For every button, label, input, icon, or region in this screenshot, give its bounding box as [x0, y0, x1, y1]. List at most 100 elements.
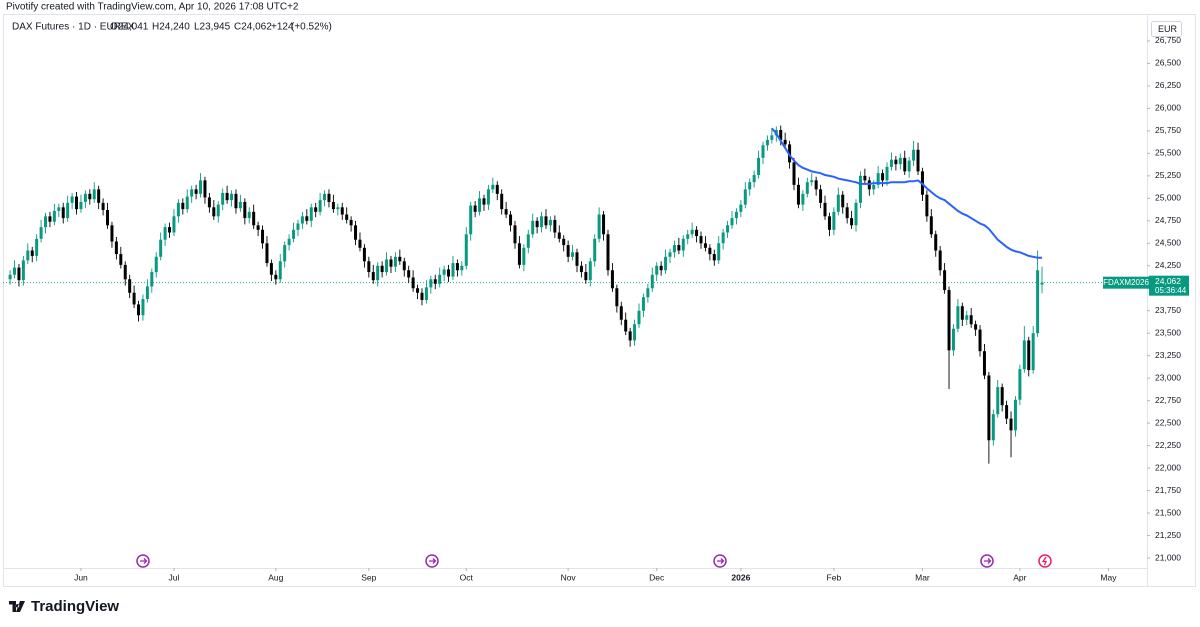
candle-body: [349, 219, 353, 226]
currency-box[interactable]: [1151, 21, 1182, 37]
candle-body: [513, 225, 517, 244]
candle-body: [424, 287, 428, 300]
candle-body: [243, 201, 247, 219]
candle-body: [181, 202, 185, 210]
candle-body: [402, 261, 406, 271]
candle-body: [836, 194, 840, 212]
candle-body: [500, 193, 504, 210]
candle-body: [553, 219, 557, 233]
ohlc-low: L23,945: [194, 22, 231, 33]
candle-body: [460, 265, 464, 271]
candle-body: [615, 288, 619, 307]
candle-body: [296, 223, 300, 230]
candle-body: [447, 269, 451, 277]
candle-body: [686, 234, 690, 239]
candle-body: [314, 207, 318, 212]
candle-body: [624, 319, 628, 332]
candle-body: [730, 218, 734, 226]
candle-body: [548, 219, 552, 226]
y-tick-label: 22,750: [1155, 395, 1181, 405]
candle-body: [881, 173, 885, 181]
candle-body: [30, 250, 34, 256]
candle-body: [504, 209, 508, 215]
candle-body: [668, 252, 672, 257]
symbol-tag-box: [1103, 276, 1149, 289]
candle-body: [934, 234, 938, 251]
candle-body: [996, 387, 1000, 415]
candle-body: [517, 243, 521, 265]
candle-body: [646, 288, 650, 298]
candle-body: [336, 207, 340, 210]
event-glyph: [1041, 556, 1047, 566]
y-tick-label: 23,500: [1155, 327, 1181, 337]
candle-body: [141, 299, 145, 316]
candle-body: [1027, 340, 1031, 371]
candle-body: [1009, 418, 1013, 431]
candle-body: [681, 238, 685, 251]
candle-body: [57, 207, 61, 211]
candle-body: [345, 214, 349, 220]
candle-body: [398, 256, 402, 262]
candle-body: [965, 315, 969, 320]
candle-body: [389, 259, 393, 267]
candle-body: [455, 263, 459, 271]
candle-body: [482, 198, 486, 205]
candle-body: [358, 239, 362, 248]
candle-body: [1018, 369, 1022, 400]
candle-body: [872, 184, 876, 190]
y-tick-label: 23,750: [1155, 305, 1181, 315]
candle-body: [44, 216, 48, 228]
candle-body: [889, 159, 893, 167]
candle-body: [633, 324, 637, 341]
candle-body: [610, 270, 614, 289]
candle-body: [464, 234, 468, 266]
candle-body: [274, 274, 278, 280]
candle-body: [212, 207, 216, 217]
candle-body: [1040, 282, 1044, 285]
candle-body: [203, 180, 207, 198]
candle-body: [238, 201, 242, 209]
credit: Pivotify created with TradingView.com, A…: [6, 2, 299, 13]
candle-body: [101, 202, 105, 211]
candle-body: [699, 236, 703, 244]
candle-body: [938, 250, 942, 271]
candle-body: [743, 189, 747, 205]
candle-body: [801, 193, 805, 205]
candle-body: [885, 166, 889, 181]
candle-body: [969, 315, 973, 325]
y-tick-label: 25,250: [1155, 170, 1181, 180]
candle-body: [331, 201, 335, 210]
y-tick-label: 21,250: [1155, 530, 1181, 540]
candle-body: [185, 196, 189, 210]
candle-body: [982, 351, 986, 376]
candle-body: [1005, 405, 1009, 419]
y-tick-label: 26,000: [1155, 103, 1181, 113]
candle-body: [230, 193, 234, 201]
candle-body: [850, 218, 854, 226]
symbol-title: DAX Futures · 1D · EUREX: [12, 22, 135, 33]
candle-body: [783, 139, 787, 145]
countdown: 05:36:44: [1155, 286, 1187, 295]
candle-body: [478, 198, 482, 212]
candle-body: [690, 229, 694, 235]
candle-body: [823, 202, 827, 217]
candle-body: [39, 227, 43, 239]
x-tick-label: Apr: [1013, 572, 1026, 582]
candle-body: [761, 145, 765, 158]
candle-body: [619, 306, 623, 320]
candle-body: [123, 264, 127, 280]
moving-average: [771, 127, 1042, 259]
candle-body: [283, 245, 287, 262]
candle-body: [318, 200, 322, 212]
candle-body: [154, 256, 158, 273]
candle-body: [765, 139, 769, 146]
candle-body: [628, 331, 632, 341]
y-tick-label: 22,500: [1155, 417, 1181, 427]
candle-body: [703, 243, 707, 248]
candle-body: [97, 189, 101, 203]
candle-body: [362, 247, 366, 262]
candle-body: [376, 265, 380, 281]
candle-body: [486, 189, 490, 205]
candle-body: [411, 277, 415, 289]
candle-body: [960, 306, 964, 320]
